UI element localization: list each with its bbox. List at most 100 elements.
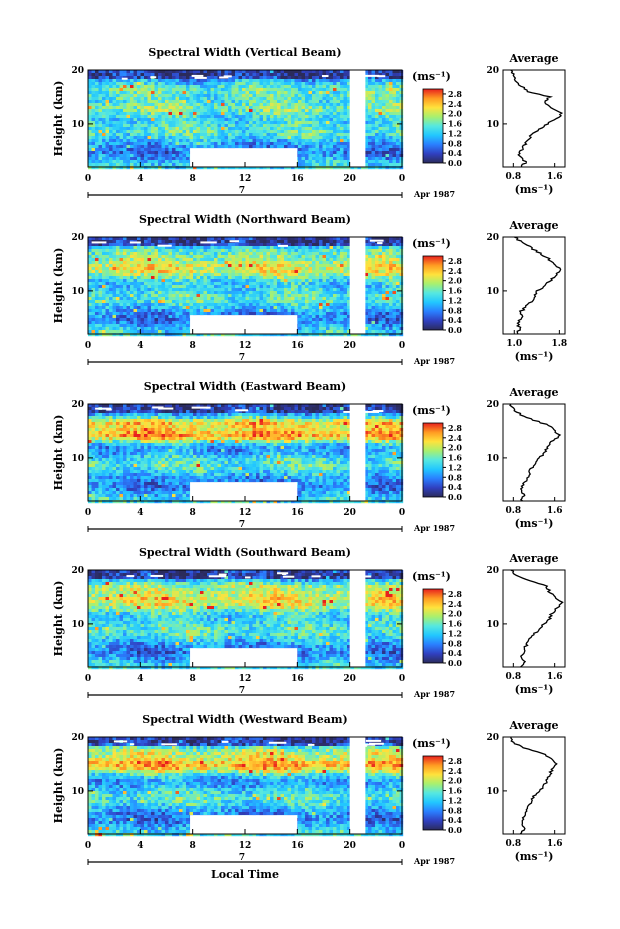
heatmap-cell xyxy=(175,166,180,170)
heatmap-cell xyxy=(242,279,246,283)
heatmap-cell xyxy=(378,73,383,77)
heatmap-cell xyxy=(144,142,148,146)
heatmap-cell xyxy=(266,109,271,113)
heatmap-cell xyxy=(301,82,306,86)
heatmap-cell xyxy=(144,97,148,101)
heatmap-cell xyxy=(315,270,320,274)
heatmap-cell xyxy=(245,127,250,131)
heatmap-cell xyxy=(308,115,313,119)
heatmap-cell xyxy=(266,103,271,107)
heatmap-cell xyxy=(144,246,148,250)
heatmap-cell xyxy=(161,154,166,158)
heatmap-cell xyxy=(291,267,295,271)
heatmap-cell xyxy=(231,142,236,146)
heatmap-cell xyxy=(109,255,113,259)
heatmap-cell xyxy=(364,282,369,286)
heatmap-cell xyxy=(315,118,320,122)
heatmap-cell xyxy=(277,136,281,140)
heatmap-cell xyxy=(256,297,260,301)
heatmap-cell xyxy=(266,112,271,116)
heatmap-cell xyxy=(277,246,281,250)
heatmap-cell xyxy=(189,240,194,244)
heatmap-cell xyxy=(123,270,127,274)
heatmap-cell xyxy=(228,246,232,250)
heatmap-cell xyxy=(88,273,92,277)
heatmap-cell xyxy=(319,79,323,83)
heatmap-cell xyxy=(224,94,229,98)
heatmap-cell xyxy=(224,252,229,256)
heatmap-cell xyxy=(116,258,120,262)
heatmap-cell xyxy=(165,97,169,101)
heatmap-cell xyxy=(200,91,204,95)
heatmap-cell xyxy=(322,124,327,128)
heatmap-cell xyxy=(266,121,271,125)
heatmap-cell xyxy=(242,300,246,304)
heatmap-cell xyxy=(168,94,173,98)
heatmap-cell xyxy=(298,79,302,83)
heatmap-cell xyxy=(392,160,397,164)
heatmap-cell xyxy=(263,300,267,304)
heatmap-cell xyxy=(273,276,278,280)
heatmap-cell xyxy=(301,100,306,104)
heatmap-cell xyxy=(161,148,166,152)
heatmap-cell xyxy=(252,282,257,286)
heatmap-cell xyxy=(249,288,253,292)
heatmap-cell xyxy=(371,109,376,113)
heatmap-cell xyxy=(315,148,320,152)
heatmap-cell xyxy=(333,261,337,265)
heatmap-cell xyxy=(158,139,162,143)
heatmap-cell xyxy=(319,91,323,95)
heatmap-cell xyxy=(312,240,316,244)
heatmap-cell xyxy=(315,255,320,259)
heatmap-cell xyxy=(378,154,383,158)
heatmap-cell xyxy=(98,139,103,143)
heatmap-cell xyxy=(305,109,309,113)
heatmap-cell xyxy=(109,112,113,116)
heatmap-cell xyxy=(140,73,145,77)
heatmap-cell xyxy=(98,112,103,116)
heatmap-cell xyxy=(161,106,166,110)
heatmap-cell xyxy=(235,270,239,274)
heatmap-cell xyxy=(371,133,376,137)
heatmap-cell xyxy=(98,70,103,74)
heatmap-cell xyxy=(210,82,215,86)
heatmap-cell xyxy=(196,85,201,89)
heatmap-cell xyxy=(137,154,141,158)
heatmap-cell xyxy=(280,109,285,113)
heatmap-cell xyxy=(137,288,141,292)
heatmap-cell xyxy=(161,267,166,271)
heatmap-cell xyxy=(322,112,327,116)
heatmap-cell xyxy=(371,82,376,86)
heatmap-cell xyxy=(133,109,138,113)
heatmap-cell xyxy=(273,249,278,253)
heatmap-cell xyxy=(305,282,309,286)
heatmap-cell xyxy=(133,94,138,98)
heatmap-cell xyxy=(144,240,148,244)
heatmap-cell xyxy=(116,109,120,113)
heatmap-cell xyxy=(189,91,194,95)
heatmap-cell xyxy=(193,112,197,116)
heatmap-cell xyxy=(228,142,232,146)
heatmap-cell xyxy=(186,151,190,155)
heatmap-cell xyxy=(389,127,393,131)
heatmap-cell xyxy=(347,148,351,152)
heatmap-cell xyxy=(123,97,127,101)
heatmap-cell xyxy=(347,163,351,167)
heatmap-cell xyxy=(280,139,285,143)
heatmap-cell xyxy=(165,270,169,274)
heatmap-cell xyxy=(172,76,176,80)
heatmap-cell xyxy=(126,297,131,301)
heatmap-cell xyxy=(343,82,348,86)
heatmap-cell xyxy=(119,73,124,77)
heatmap-cell xyxy=(382,85,386,89)
heatmap-cell xyxy=(305,151,309,155)
heatmap-cell xyxy=(123,115,127,119)
heatmap-cell xyxy=(165,136,169,140)
heatmap-cell xyxy=(95,73,99,77)
heatmap-cell xyxy=(147,166,152,170)
heatmap-cell xyxy=(144,279,148,283)
heatmap-cell xyxy=(151,136,155,140)
heatmap-cell xyxy=(105,249,110,253)
heatmap-cell xyxy=(382,79,386,83)
heatmap-cell xyxy=(200,115,204,119)
